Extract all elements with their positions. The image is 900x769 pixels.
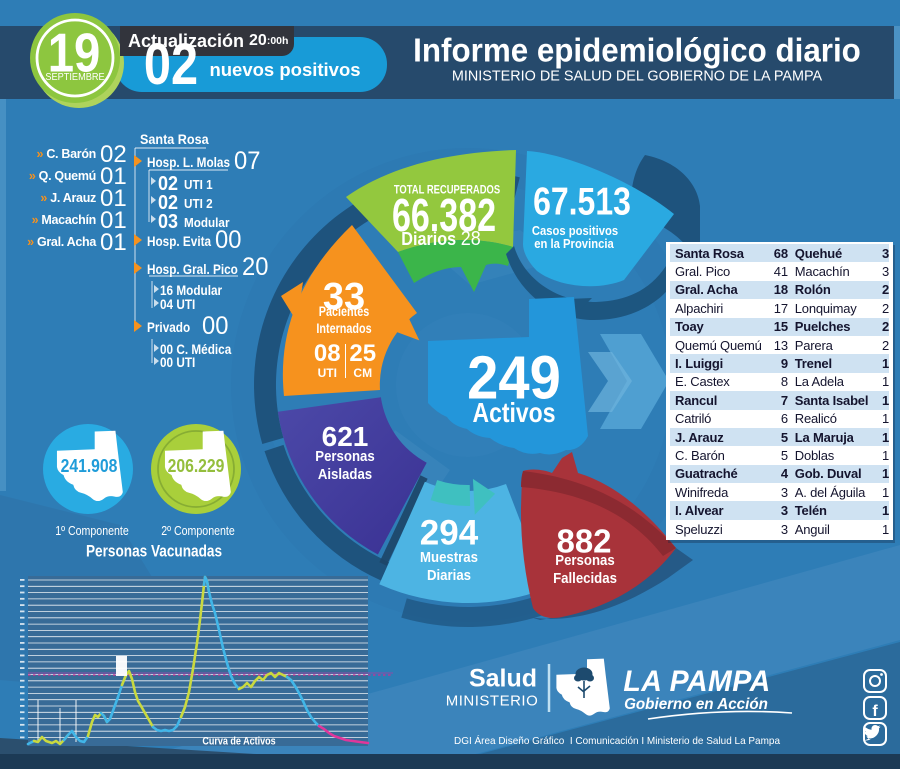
svg-text:f: f (872, 703, 878, 720)
